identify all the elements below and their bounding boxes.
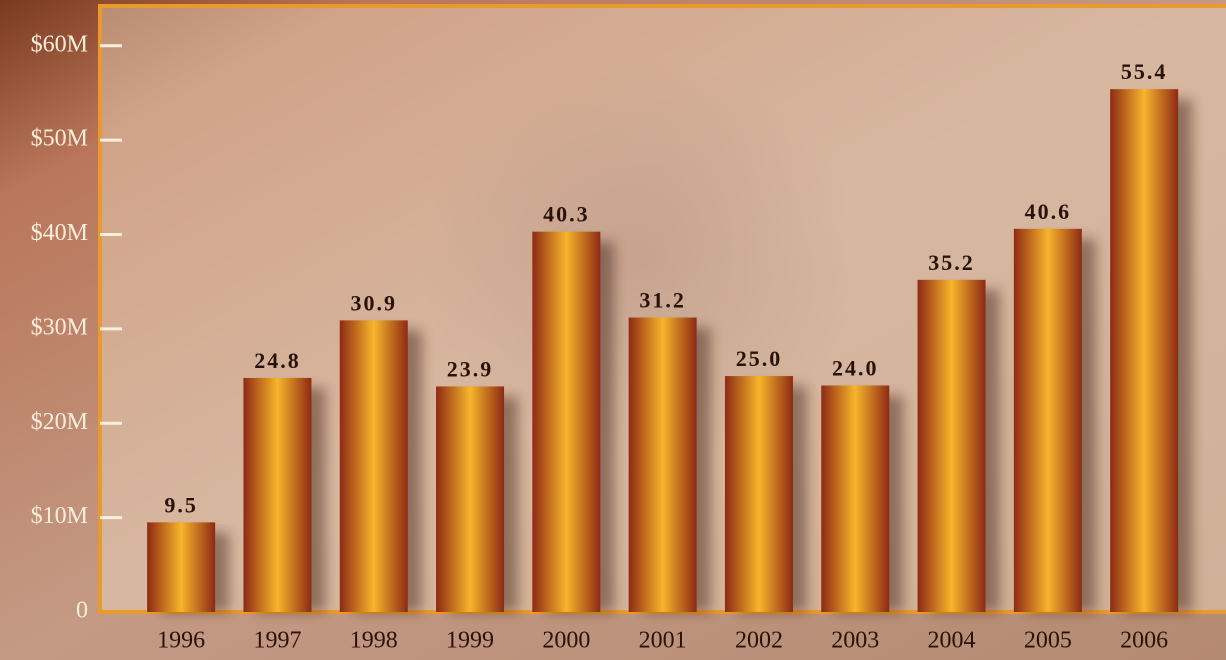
bar xyxy=(821,386,889,613)
value-label: 24.0 xyxy=(832,356,879,381)
x-tick-label: 1996 xyxy=(157,628,205,654)
bar xyxy=(436,386,504,612)
x-tick-label: 2000 xyxy=(542,628,590,654)
value-label: 40.3 xyxy=(543,202,590,227)
y-tick-label: $60M xyxy=(31,31,88,57)
page: 0 $10M $20M $30M $40M $50M $60M 9.5 1996 24.8 1997… xyxy=(0,0,1226,660)
x-tick-label: 2005 xyxy=(1024,628,1072,654)
x-tick-label: 2002 xyxy=(735,628,783,654)
x-tick-label: 1997 xyxy=(253,628,301,654)
bar xyxy=(340,320,408,612)
y-tick-label: $50M xyxy=(31,126,88,152)
bar xyxy=(1110,89,1178,612)
value-label: 35.2 xyxy=(928,250,975,275)
y-tick-label: $20M xyxy=(31,409,88,435)
x-tick-label: 2004 xyxy=(928,628,976,654)
bar xyxy=(243,378,311,612)
bar xyxy=(1014,229,1082,612)
value-label: 23.9 xyxy=(447,356,494,381)
bar xyxy=(725,376,793,612)
value-label: 55.4 xyxy=(1121,59,1168,84)
y-tick-label: $40M xyxy=(31,220,88,246)
x-tick-label: 2006 xyxy=(1120,628,1168,654)
x-tick-label: 1998 xyxy=(350,628,398,654)
value-label: 24.8 xyxy=(254,348,301,373)
bar xyxy=(532,232,600,612)
value-label: 31.2 xyxy=(639,288,686,313)
y-tick-label: $10M xyxy=(31,503,88,529)
x-tick-label: 1999 xyxy=(446,628,494,654)
value-label: 40.6 xyxy=(1025,199,1072,224)
value-label: 30.9 xyxy=(351,290,398,315)
bar xyxy=(918,280,986,612)
bar xyxy=(629,318,697,612)
x-tick-label: 2003 xyxy=(831,628,879,654)
bar xyxy=(147,522,215,612)
x-tick-label: 2001 xyxy=(639,628,687,654)
value-label: 25.0 xyxy=(736,346,783,371)
value-label: 9.5 xyxy=(164,492,198,517)
chart: 0 $10M $20M $30M $40M $50M $60M 9.5 1996 24.8 1997… xyxy=(0,0,1226,660)
y-tick-label: $30M xyxy=(31,314,88,340)
y-tick-label: 0 xyxy=(76,598,88,624)
